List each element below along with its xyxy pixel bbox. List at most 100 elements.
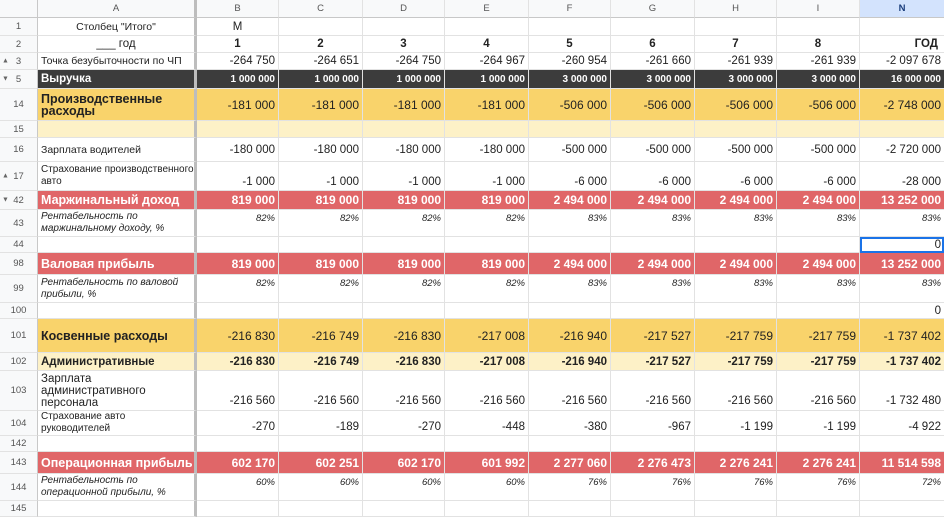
row-label-cell[interactable]: Валовая прибыль <box>38 253 197 275</box>
value-cell-g[interactable]: -216 560 <box>611 371 695 411</box>
value-cell-e[interactable] <box>445 303 529 319</box>
value-cell-i[interactable]: -216 560 <box>777 371 860 411</box>
value-cell-b[interactable]: -216 830 <box>197 353 279 371</box>
value-cell-f[interactable]: -380 <box>529 411 611 436</box>
value-cell-n[interactable] <box>860 436 944 452</box>
collapse-group-icon[interactable]: ▼ <box>2 196 9 204</box>
value-cell-h[interactable] <box>695 436 777 452</box>
value-cell-n[interactable]: 0 <box>860 303 944 319</box>
row-label-cell[interactable]: Зарплата водителей <box>38 138 197 162</box>
value-cell-h[interactable]: -500 000 <box>695 138 777 162</box>
value-cell-f[interactable] <box>529 121 611 138</box>
row-label-cell[interactable]: Рентабельность по операционной прибыли, … <box>38 474 197 501</box>
value-cell-c[interactable] <box>279 237 363 253</box>
value-cell-n[interactable]: -2 748 000 <box>860 89 944 121</box>
value-cell-f[interactable]: -216 940 <box>529 353 611 371</box>
value-cell-g[interactable]: 2 276 473 <box>611 452 695 474</box>
row-header-1[interactable]: 1 <box>0 18 38 36</box>
value-cell-n[interactable]: 0 <box>860 237 944 253</box>
value-cell-g[interactable]: 2 494 000 <box>611 191 695 210</box>
row-label-cell[interactable]: Страхование авто руководителей <box>38 411 197 436</box>
value-cell-i[interactable] <box>777 121 860 138</box>
value-cell-c[interactable]: -180 000 <box>279 138 363 162</box>
column-header-d[interactable]: D <box>363 0 445 18</box>
column-header-b[interactable]: B <box>197 0 279 18</box>
value-cell-b[interactable]: -216 560 <box>197 371 279 411</box>
value-cell-b[interactable]: 60% <box>197 474 279 501</box>
value-cell-g[interactable]: -506 000 <box>611 89 695 121</box>
value-cell-b[interactable]: -270 <box>197 411 279 436</box>
value-cell-b[interactable] <box>197 121 279 138</box>
value-cell-e[interactable]: 601 992 <box>445 452 529 474</box>
row-header-103[interactable]: 103 <box>0 371 38 411</box>
collapse-group-icon[interactable]: ▼ <box>2 75 9 83</box>
row-header-144[interactable]: 144 <box>0 474 38 501</box>
value-cell-f[interactable]: -216 940 <box>529 319 611 353</box>
value-cell-d[interactable] <box>363 303 445 319</box>
row-header-102[interactable]: 102 <box>0 353 38 371</box>
value-cell-h[interactable] <box>695 18 777 36</box>
row-header-42[interactable]: 42 ▼ <box>0 191 38 210</box>
value-cell-d[interactable]: -264 750 <box>363 53 445 70</box>
row-header-3[interactable]: 3 ▲ <box>0 53 38 70</box>
value-cell-d[interactable] <box>363 436 445 452</box>
value-cell-d[interactable]: 1 000 000 <box>363 70 445 89</box>
value-cell-g[interactable]: 6 <box>611 36 695 53</box>
value-cell-e[interactable]: 819 000 <box>445 253 529 275</box>
value-cell-d[interactable]: 819 000 <box>363 191 445 210</box>
expand-group-icon[interactable]: ▲ <box>2 172 9 180</box>
value-cell-n[interactable]: 83% <box>860 210 944 237</box>
row-header-44[interactable]: 44 <box>0 237 38 253</box>
value-cell-h[interactable]: -1 199 <box>695 411 777 436</box>
value-cell-d[interactable]: -216 560 <box>363 371 445 411</box>
value-cell-e[interactable]: -216 560 <box>445 371 529 411</box>
value-cell-n[interactable]: 11 514 598 <box>860 452 944 474</box>
value-cell-n[interactable]: -1 737 402 <box>860 319 944 353</box>
value-cell-d[interactable]: 3 <box>363 36 445 53</box>
value-cell-n[interactable] <box>860 18 944 36</box>
value-cell-h[interactable]: 76% <box>695 474 777 501</box>
value-cell-f[interactable] <box>529 436 611 452</box>
value-cell-b[interactable]: 82% <box>197 210 279 237</box>
value-cell-f[interactable]: 2 277 060 <box>529 452 611 474</box>
value-cell-i[interactable]: -500 000 <box>777 138 860 162</box>
value-cell-c[interactable]: 60% <box>279 474 363 501</box>
value-cell-b[interactable]: -216 830 <box>197 319 279 353</box>
value-cell-e[interactable]: 60% <box>445 474 529 501</box>
value-cell-d[interactable] <box>363 501 445 517</box>
row-header-14[interactable]: 14 <box>0 89 38 121</box>
value-cell-c[interactable]: -181 000 <box>279 89 363 121</box>
value-cell-g[interactable]: 83% <box>611 275 695 303</box>
value-cell-c[interactable]: 82% <box>279 210 363 237</box>
column-header-c[interactable]: C <box>279 0 363 18</box>
value-cell-e[interactable] <box>445 121 529 138</box>
value-cell-c[interactable]: 819 000 <box>279 191 363 210</box>
expand-group-icon[interactable]: ▲ <box>2 57 9 65</box>
value-cell-d[interactable]: 602 170 <box>363 452 445 474</box>
value-cell-h[interactable]: -216 560 <box>695 371 777 411</box>
value-cell-e[interactable]: -264 967 <box>445 53 529 70</box>
value-cell-h[interactable] <box>695 501 777 517</box>
row-header-5[interactable]: 5 ▼ <box>0 70 38 89</box>
value-cell-g[interactable]: 83% <box>611 210 695 237</box>
value-cell-n[interactable]: -1 732 480 <box>860 371 944 411</box>
value-cell-n[interactable]: -2 097 678 <box>860 53 944 70</box>
value-cell-f[interactable]: -260 954 <box>529 53 611 70</box>
value-cell-h[interactable]: -6 000 <box>695 162 777 191</box>
select-all-corner[interactable] <box>0 0 38 18</box>
value-cell-b[interactable]: -180 000 <box>197 138 279 162</box>
value-cell-i[interactable]: 76% <box>777 474 860 501</box>
value-cell-h[interactable]: -261 939 <box>695 53 777 70</box>
value-cell-i[interactable]: -1 199 <box>777 411 860 436</box>
value-cell-i[interactable]: -6 000 <box>777 162 860 191</box>
value-cell-i[interactable]: 8 <box>777 36 860 53</box>
value-cell-f[interactable]: -6 000 <box>529 162 611 191</box>
value-cell-n[interactable] <box>860 121 944 138</box>
row-label-cell[interactable]: Точка безубыточности по ЧП <box>38 53 197 70</box>
value-cell-b[interactable]: 819 000 <box>197 191 279 210</box>
value-cell-c[interactable]: 82% <box>279 275 363 303</box>
value-cell-d[interactable] <box>363 121 445 138</box>
row-header-145[interactable]: 145 <box>0 501 38 517</box>
value-cell-c[interactable]: 602 251 <box>279 452 363 474</box>
value-cell-f[interactable]: 2 494 000 <box>529 191 611 210</box>
